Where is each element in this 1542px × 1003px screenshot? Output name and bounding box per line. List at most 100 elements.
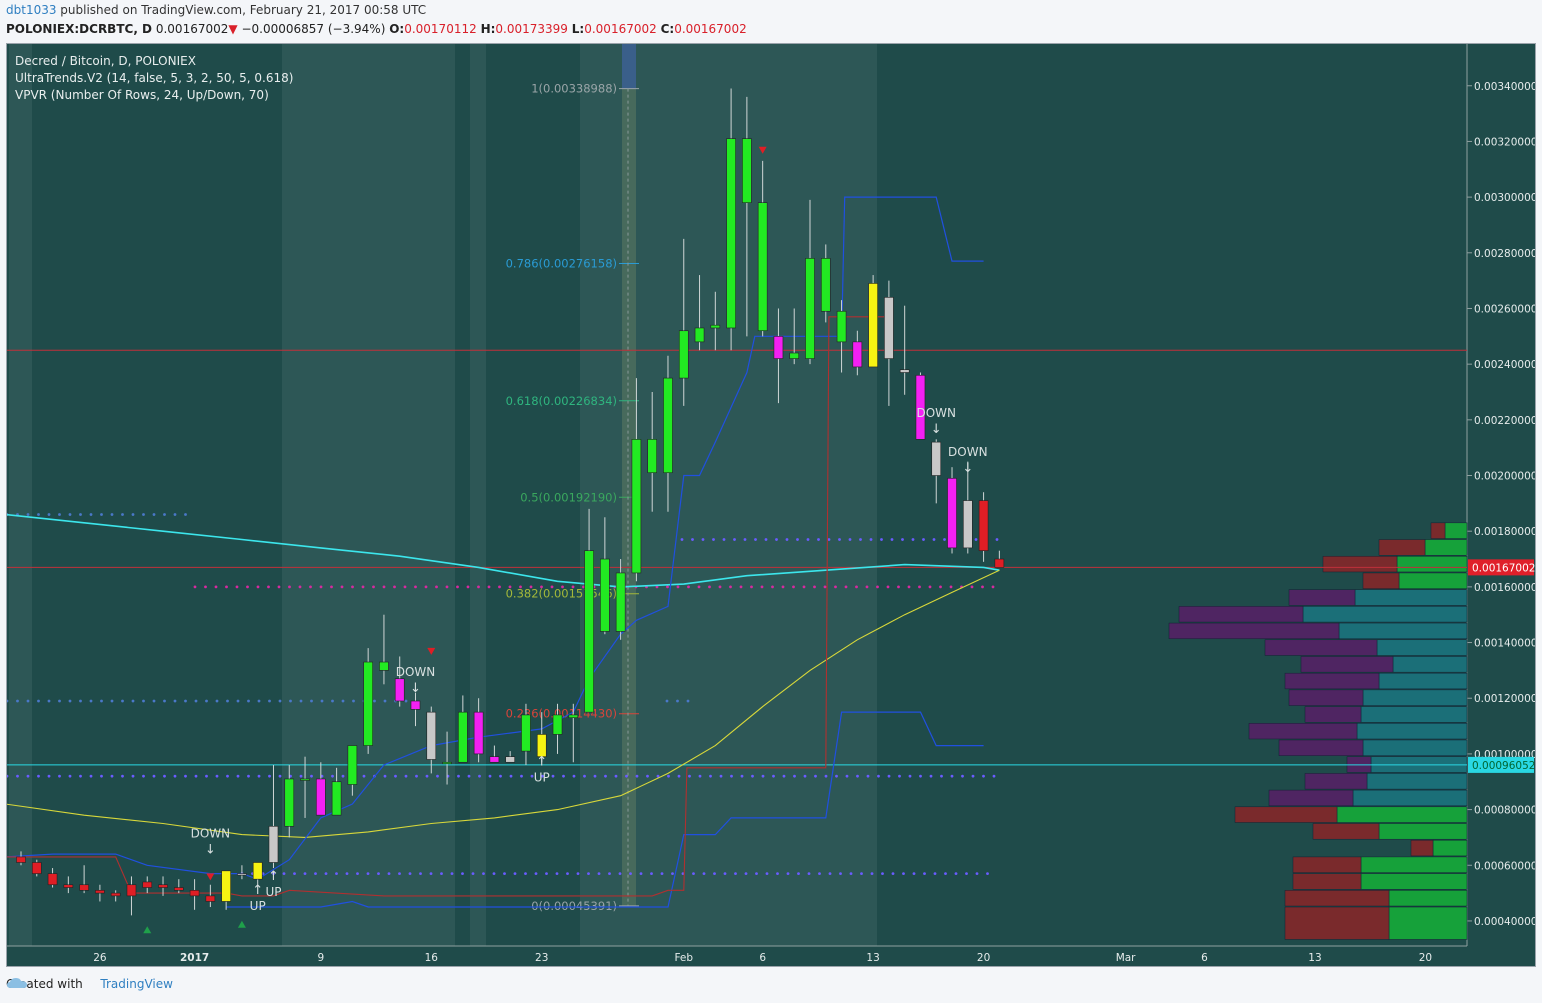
dotted-level	[356, 872, 359, 876]
dotted-level	[702, 872, 706, 876]
dotted-level	[629, 872, 632, 876]
legend-symbol[interactable]: Decred / Bitcoin, D, POLONIEX	[15, 54, 196, 68]
dotted-level	[257, 774, 261, 778]
close-label: C:	[660, 22, 675, 36]
candle-body	[79, 884, 89, 891]
dotted-level	[331, 699, 334, 703]
dotted-level	[750, 585, 753, 589]
candle-body	[95, 890, 105, 894]
dotted-level	[618, 872, 622, 876]
vp-up-bar	[1302, 606, 1468, 623]
dotted-level	[859, 538, 862, 541]
dotted-level	[362, 774, 366, 778]
dotted-level	[848, 538, 852, 541]
dotted-level	[387, 872, 391, 876]
dotted-level	[911, 538, 915, 541]
chart-panel[interactable]: Decred / Bitcoin, D, POLONIEX UltraTrend…	[6, 43, 1536, 967]
dotted-level	[152, 513, 156, 516]
dotted-level	[755, 872, 758, 876]
tradingview-link[interactable]: TradingView	[100, 977, 173, 991]
dotted-level	[656, 774, 660, 778]
dotted-level	[701, 538, 705, 541]
dotted-level	[739, 585, 743, 589]
dotted-level	[803, 774, 807, 778]
dotted-level	[383, 699, 387, 703]
dotted-level	[205, 699, 208, 703]
dotted-level	[488, 774, 492, 778]
dotted-level	[278, 699, 282, 703]
dotted-level	[382, 585, 386, 589]
fib-level-label: 0.5(0.00192190)	[520, 490, 617, 504]
dotted-level	[677, 774, 681, 778]
fib-level-label: 0(0.00045391)	[531, 899, 617, 913]
dotted-level	[121, 699, 124, 703]
y-tick-label: 0.00040000	[1474, 916, 1535, 928]
candle-body	[552, 714, 563, 735]
x-tick-label: 26	[93, 952, 107, 964]
legend-indicator-vpvr[interactable]: VPVR (Number Of Rows, 24, Up/Down, 70)	[15, 88, 269, 102]
dotted-level	[299, 774, 303, 778]
candle-body	[773, 336, 784, 359]
dotted-level	[907, 585, 911, 589]
dotted-level	[713, 872, 716, 876]
price-chart-svg[interactable]: 0.00340000 0.00320000 0.00300000 0.00280000…	[7, 44, 1535, 966]
legend-indicator-ultratrends[interactable]: UltraTrends.V2 (14, false, 5, 3, 2, 50, …	[15, 71, 294, 85]
vp-down-bar	[1178, 606, 1304, 623]
dotted-level	[545, 872, 548, 876]
dotted-level	[625, 774, 628, 778]
dotted-level	[796, 538, 799, 541]
candle-body	[584, 550, 594, 713]
dotted-level	[541, 774, 544, 778]
dotted-level	[184, 774, 187, 778]
dotted-level	[844, 585, 848, 589]
candle-body	[410, 700, 421, 710]
dotted-level	[933, 872, 937, 876]
dotted-level	[688, 774, 691, 778]
vp-down-bar	[1378, 539, 1426, 556]
vp-down-bar	[1284, 890, 1390, 907]
dotted-level	[881, 872, 884, 876]
dotted-level	[519, 585, 522, 589]
dotted-level	[845, 774, 849, 778]
vp-up-bar	[1360, 856, 1468, 873]
vp-up-bar	[1336, 806, 1468, 823]
dotted-level	[429, 872, 433, 876]
candle-body	[300, 778, 310, 781]
fib-anchor-band	[622, 44, 636, 89]
dotted-level	[377, 872, 380, 876]
dotted-level	[445, 585, 449, 589]
vp-up-bar	[1362, 689, 1468, 706]
dotted-level	[503, 872, 506, 876]
candle-body	[789, 352, 800, 359]
dotted-level	[534, 872, 538, 876]
dotted-level	[660, 872, 664, 876]
vp-up-bar	[1378, 823, 1468, 840]
dotted-level	[68, 774, 72, 778]
candle-body	[126, 884, 137, 897]
dotted-level	[639, 872, 643, 876]
dotted-level	[247, 774, 250, 778]
dotted-level	[205, 774, 208, 778]
candle-body	[836, 310, 847, 343]
dotted-level	[142, 774, 145, 778]
dotted-level	[478, 774, 481, 778]
dotted-level	[708, 585, 711, 589]
dotted-level	[408, 872, 412, 876]
dotted-level	[982, 774, 985, 778]
dotted-level	[665, 699, 669, 703]
vp-down-bar	[1300, 656, 1394, 673]
dotted-level	[943, 538, 946, 541]
candle-body	[394, 678, 405, 702]
dotted-level	[572, 774, 576, 778]
dotted-level	[324, 872, 328, 876]
candle-body	[363, 661, 373, 746]
dotted-level	[351, 585, 354, 589]
dotted-level	[142, 699, 145, 703]
publisher-username[interactable]: dbt1033	[6, 3, 57, 17]
dotted-level	[226, 774, 229, 778]
dotted-level	[950, 774, 954, 778]
candle-body	[820, 258, 831, 312]
vp-down-bar	[1322, 555, 1398, 573]
dotted-level	[949, 585, 953, 589]
dotted-level	[877, 774, 880, 778]
